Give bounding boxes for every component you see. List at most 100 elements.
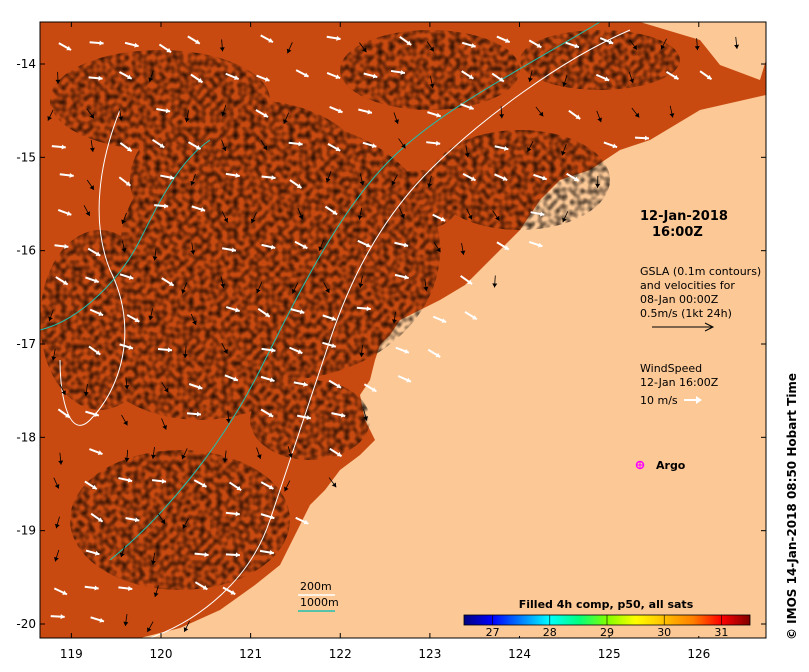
arrow-head-icon [126,146,132,152]
arrow-head-icon [182,523,187,529]
colorbar: Filled 4h comp, p50, all sats 27 28 29 30 31 [458,584,754,639]
depth-200-label: 200m [300,580,332,593]
arrow-head-icon [268,484,274,490]
arrow-head-icon [527,147,532,152]
arrow-head-icon [127,477,133,483]
arrow-head-icon [472,315,477,320]
arrow-head-icon [423,286,429,292]
arrow-head-icon [265,312,270,317]
arrow-head-icon [537,242,543,248]
gsla-line-1: GSLA (0.1m contours) [640,265,761,278]
arrow-head-icon [372,73,378,79]
arrow-head-icon [123,420,128,426]
arrow-head-icon [134,517,140,523]
arrow-head-icon [94,412,99,417]
arrow-head-icon [460,250,466,255]
arrow-head-icon [441,318,447,323]
arrow-head-icon [65,413,70,418]
arrow-head-icon [219,47,225,52]
arrow-head-icon [660,44,666,50]
arrow-head-icon [404,274,409,280]
arrow-head-icon [268,412,274,417]
arrow-head-icon [164,387,169,393]
y-tick-label: -18 [16,430,36,444]
gsla-line-3: 08-Jan 00:00Z [640,293,719,306]
arrow-head-icon [359,180,365,186]
arrow-head-icon [89,185,94,190]
arrow-head-icon [286,48,292,54]
arrow-head-icon [190,180,196,186]
arrow-head-icon [669,113,675,118]
arrow-head-icon [694,45,700,51]
arrow-head-icon [268,38,273,43]
arrow-head-icon [64,243,69,249]
arrow-head-icon [62,590,67,595]
arrow-head-icon [250,218,256,224]
arrow-head-icon [542,175,547,181]
arrow-head-icon [202,585,208,590]
arrow-head-icon [536,43,542,48]
arrow-head-icon [502,176,508,181]
arrow-head-icon [94,278,99,284]
time-label: 16:00Z [652,225,703,240]
arrow-head-icon [340,412,346,418]
arrow-head-icon [256,454,262,459]
arrow-head-icon [325,288,330,293]
arrow-head-icon [283,119,288,124]
x-tick-label: 126 [687,647,710,661]
arrow-head-icon [221,111,226,117]
arrow-head-icon [60,614,65,620]
arrow-head-icon [406,40,412,45]
arrow-head-icon [204,552,209,558]
arrow-head-icon [54,523,60,529]
arrow-head-icon [94,585,99,591]
gsla-line-2: and velocities for [640,279,735,292]
arrow-head-icon [168,281,174,286]
colorbar-background [458,584,754,636]
arrow-head-icon [233,376,238,382]
credit-label: © IMOS 14-Jan-2018 08:50 Hobart Time [785,373,799,640]
arrow-head-icon [440,216,446,222]
arrow-head-icon [391,180,396,186]
arrow-head-icon [121,248,127,253]
arrow-head-icon [190,250,196,255]
arrow-head-icon [471,43,476,48]
arrow-head-icon [527,77,533,82]
arrow-head-icon [612,143,618,149]
arrow-head-icon [98,311,104,316]
arrow-head-icon [161,478,167,484]
arrow-head-icon [200,207,206,212]
date-label: 12-Jan-2018 [640,209,728,224]
arrow-head-icon [436,247,441,253]
arrow-head-icon [499,114,505,119]
arrow-head-icon [406,377,411,383]
arrow-head-icon [195,144,201,150]
arrow-head-icon [235,172,240,178]
arrow-head-icon [371,387,377,392]
depth-1000-label: 1000m [300,596,339,609]
x-tick-label: 125 [598,647,621,661]
arrow-head-icon [400,213,405,219]
arrow-head-icon [235,552,240,558]
arrow-head-icon [573,176,579,181]
arrow-head-icon [436,112,441,118]
arrow-head-icon [291,288,297,294]
arrow-head-icon [220,283,226,288]
arrow-head-icon [401,143,406,149]
arrow-head-icon [127,74,132,79]
arrow-head-icon [166,47,172,53]
arrow-head-icon [394,119,399,124]
arrow-head-icon [83,391,89,397]
sst-texture [40,30,680,590]
arrow-head-icon [467,279,473,285]
arrow-head-icon [165,108,171,114]
arrow-head-icon [366,306,371,312]
arrow-head-icon [464,152,470,158]
sst-field [40,22,766,638]
arrow-head-icon [48,316,53,322]
arrow-head-icon [734,44,740,49]
arrow-head-icon [269,550,274,555]
map-frame [39,21,767,639]
arrow-head-icon [197,384,203,390]
arrow-head-icon [335,74,341,79]
